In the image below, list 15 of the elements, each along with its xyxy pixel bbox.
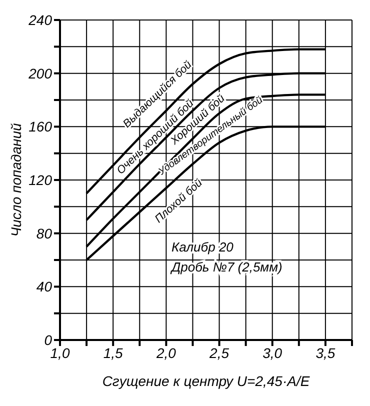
x-tick-label: 3,5 [316, 344, 336, 361]
x-axis-title: Сгущение к центру U=2,45·A/E [102, 373, 310, 389]
y-axis-title: Число попаданий [8, 123, 24, 237]
y-tick-label: 0 [44, 332, 52, 348]
y-tick-label: 120 [28, 172, 52, 188]
x-tick-label: 2,5 [208, 344, 230, 361]
x-tick-label: 1,5 [103, 344, 124, 361]
y-tick-label: 200 [28, 65, 52, 82]
y-tick-label: 240 [28, 12, 52, 28]
y-tick-label: 40 [36, 278, 52, 295]
x-tick-label: 1,0 [50, 344, 70, 361]
y-tick-label: 160 [28, 118, 52, 135]
y-tick-label: 80 [36, 225, 52, 242]
x-tick-label: 2,0 [155, 344, 176, 361]
x-tick-label: 3,0 [262, 344, 282, 361]
